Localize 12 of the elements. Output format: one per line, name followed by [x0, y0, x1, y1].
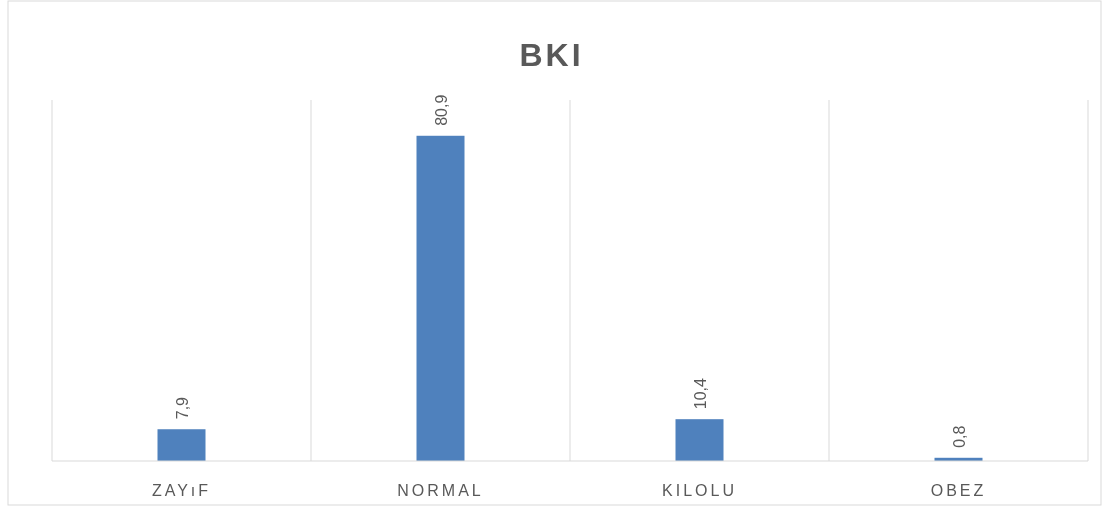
- data-label: 0,8: [950, 425, 968, 448]
- data-label: 7,9: [173, 396, 191, 420]
- x-tick-label: OBEZ: [930, 482, 987, 499]
- x-tick-label: NORMAL: [397, 482, 484, 499]
- bar: [157, 429, 206, 461]
- chart-title: BKI: [519, 37, 584, 73]
- bar: [675, 419, 724, 461]
- x-tick-label: ZAYıF: [151, 482, 212, 499]
- data-label: 10,4: [691, 377, 709, 410]
- data-label: 80,9: [432, 94, 450, 126]
- bar: [416, 135, 465, 461]
- x-tick-label: KILOLU: [662, 482, 737, 499]
